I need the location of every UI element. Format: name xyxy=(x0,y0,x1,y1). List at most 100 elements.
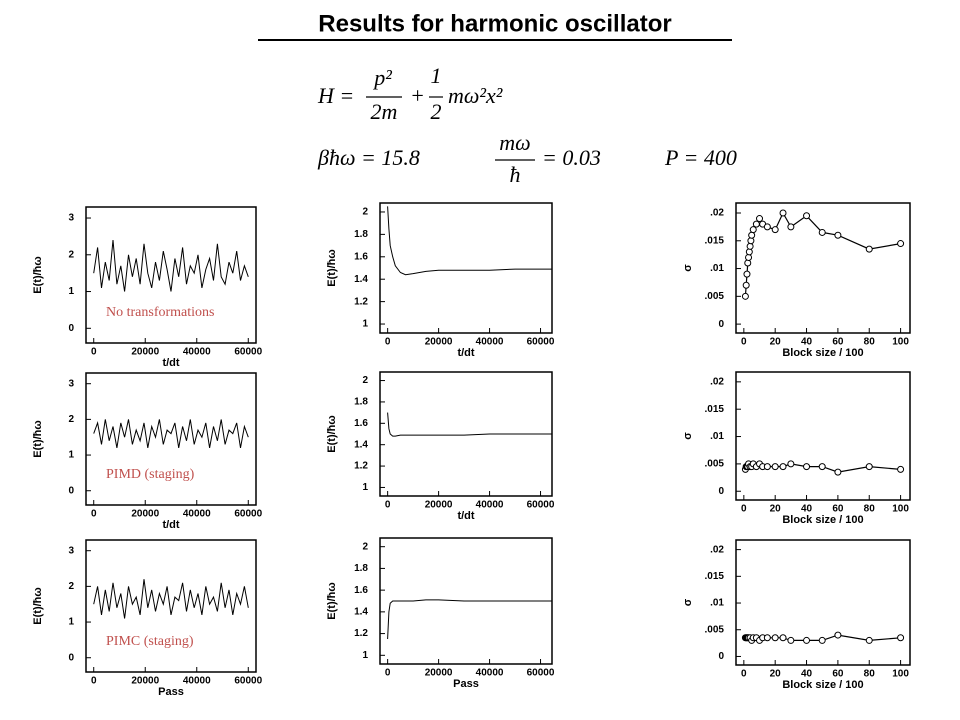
y-tick-label: 1 xyxy=(362,650,368,661)
data-point xyxy=(743,270,751,278)
x-axis-label: Pass xyxy=(453,678,479,690)
chart: 1 1.2 1.4 1.6 1.8 2 0 20000 40000 60000 t/dt E(t)/ħ… xyxy=(326,202,555,359)
eq-text: p² xyxy=(372,65,392,90)
eq-text: mω xyxy=(499,130,530,155)
x-tick-label: 0 xyxy=(91,509,97,520)
x-tick-label: 0 xyxy=(91,347,97,358)
y-tick-label: .005 xyxy=(705,624,725,635)
y-axis-label: E(t)/ħω xyxy=(32,256,44,293)
chart: 0 .005 .01 .015 .02 0 20 40 60 80 100 Block size / … xyxy=(682,202,911,359)
y-tick-label: 1.2 xyxy=(354,296,368,307)
y-tick-label: 1 xyxy=(68,286,74,297)
y-tick-label: 1.6 xyxy=(354,585,368,596)
plot-frame xyxy=(379,202,553,334)
y-tick-label: .01 xyxy=(710,431,724,442)
x-tick-label: 100 xyxy=(892,337,909,348)
y-tick-label: .02 xyxy=(710,544,724,555)
data-point xyxy=(745,253,753,261)
x-axis-label: Pass xyxy=(158,686,184,698)
data-point xyxy=(834,231,842,239)
x-tick-label: 20000 xyxy=(425,668,453,679)
y-axis-label: E(t)/ħω xyxy=(32,587,44,624)
data-point xyxy=(744,259,752,267)
x-tick-label: 40 xyxy=(801,669,813,680)
x-tick-label: 60 xyxy=(832,669,844,680)
y-tick-label: 2 xyxy=(68,581,74,592)
y-tick-label: 2 xyxy=(362,541,368,552)
data-group xyxy=(387,206,552,276)
y-tick-label: .02 xyxy=(710,376,724,387)
data-point xyxy=(779,634,787,642)
data-point xyxy=(747,237,755,245)
y-tick-label: 1.2 xyxy=(354,628,368,639)
data-point xyxy=(745,248,753,256)
data-point xyxy=(803,463,811,471)
data-group xyxy=(93,419,249,448)
data-line xyxy=(93,419,249,448)
y-axis-label: E(t)/ħω xyxy=(32,420,44,457)
x-tick-label: 20000 xyxy=(131,347,159,358)
data-group xyxy=(741,631,905,644)
y-tick-label: .015 xyxy=(705,571,725,582)
data-point xyxy=(787,223,795,231)
x-tick-label: 100 xyxy=(892,504,909,515)
data-point xyxy=(834,631,842,639)
x-tick-label: 20000 xyxy=(425,500,453,511)
annotation-bg xyxy=(102,633,254,651)
x-tick-label: 40 xyxy=(801,504,813,515)
y-tick-label: 1 xyxy=(68,450,74,461)
y-tick-label: 1.6 xyxy=(354,418,368,429)
x-axis-label: Block size / 100 xyxy=(782,679,863,691)
x-tick-label: 0 xyxy=(741,669,747,680)
data-point xyxy=(818,636,826,644)
data-group xyxy=(741,209,905,300)
data-group xyxy=(93,579,249,619)
x-tick-label: 20 xyxy=(770,504,782,515)
y-tick-label: .02 xyxy=(710,208,724,219)
x-tick-label: 80 xyxy=(864,504,876,515)
y-tick-label: 0 xyxy=(68,652,74,663)
y-axis-label: σ xyxy=(682,432,694,440)
y-tick-label: 2 xyxy=(68,249,74,260)
chart: 0 1 2 3 0 20000 40000 60000 Pass E(t)/ħω PIMC (sta… xyxy=(32,539,263,698)
y-axis-label: σ xyxy=(682,598,694,606)
y-tick-label: 1.4 xyxy=(354,439,368,450)
x-tick-label: 100 xyxy=(892,669,909,680)
y-tick-label: 1.4 xyxy=(354,274,368,285)
hamiltonian: H = p² 2m + 1 2 mω²x² xyxy=(317,63,503,124)
x-tick-label: 20000 xyxy=(425,337,453,348)
y-tick-label: .015 xyxy=(705,235,725,246)
annotation: PIMD (staging) xyxy=(106,467,195,482)
x-tick-label: 60000 xyxy=(527,500,555,511)
eq-text: 1 xyxy=(431,63,442,88)
data-point xyxy=(742,281,750,289)
y-axis-label: E(t)/ħω xyxy=(326,249,338,286)
x-tick-label: 20 xyxy=(770,337,782,348)
x-axis-label: Block size / 100 xyxy=(782,347,863,359)
y-tick-label: 0 xyxy=(68,323,74,334)
data-point xyxy=(779,463,787,471)
x-tick-label: 60000 xyxy=(234,676,262,687)
data-group xyxy=(387,599,552,640)
x-axis-label: t/dt xyxy=(162,519,179,531)
y-axis-label: E(t)/ħω xyxy=(326,415,338,452)
y-tick-label: 2 xyxy=(68,414,74,425)
x-tick-label: 40 xyxy=(801,337,813,348)
annotation-bg xyxy=(102,304,254,322)
y-tick-label: 1.6 xyxy=(354,251,368,262)
data-point xyxy=(787,636,795,644)
y-axis-label: σ xyxy=(682,264,694,272)
x-tick-label: 60000 xyxy=(527,337,555,348)
x-tick-label: 40000 xyxy=(183,676,211,687)
x-tick-label: 60 xyxy=(832,504,844,515)
data-point xyxy=(746,242,754,250)
plot-frame xyxy=(735,371,911,501)
data-point xyxy=(865,463,873,471)
x-axis-label: t/dt xyxy=(457,347,474,359)
x-axis-label: Block size / 100 xyxy=(782,514,863,526)
data-point xyxy=(897,465,905,473)
chart: 0 1 2 3 0 20000 40000 60000 t/dt E(t)/ħω PIMD (sta… xyxy=(32,372,263,531)
chart: 0 .005 .01 .015 .02 0 20 40 60 80 100 Block size / … xyxy=(682,539,911,691)
data-point xyxy=(803,212,811,220)
